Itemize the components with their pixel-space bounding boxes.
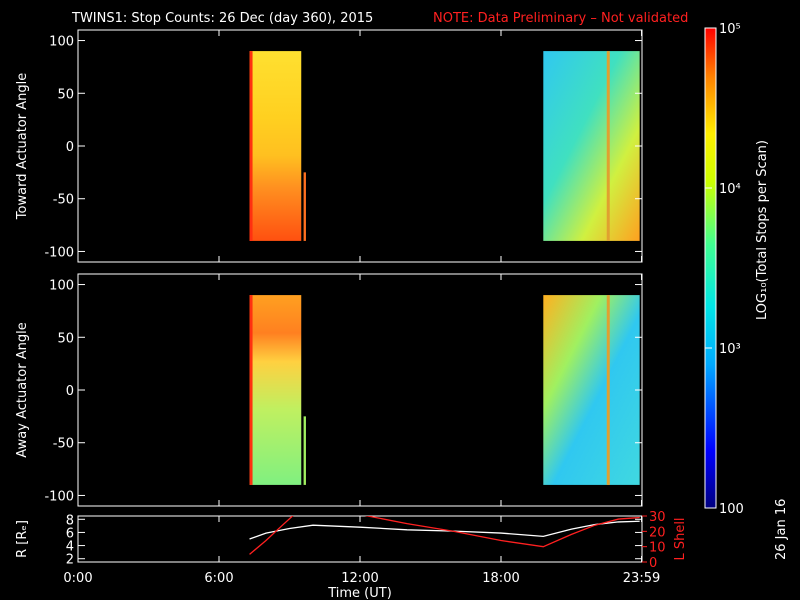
- away-ylabel: Away Actuator Angle: [15, 322, 30, 457]
- away-ytick-label: 100: [49, 279, 74, 294]
- toward-late-stripe: [606, 51, 610, 241]
- toward-data-block: [303, 172, 306, 241]
- toward-ytick-label: -100: [44, 245, 74, 260]
- orbit-ytick-label: 6: [66, 526, 74, 541]
- colorbar-ticks: 100 10³ 10⁴ 10⁵: [705, 22, 744, 517]
- toward-ytick-label: 100: [49, 35, 74, 50]
- orbit-y2tick-label: 20: [649, 525, 666, 540]
- toward-ytick-label: 0: [66, 140, 74, 155]
- toward-data-block: [249, 51, 302, 241]
- away-ytick-label: 50: [57, 331, 74, 346]
- colorbar: 100 10³ 10⁴ 10⁵ LOG₁₀(Total Stops per Scan): [704, 22, 770, 517]
- panel-toward: 100 50 0 -50 -100 Toward Actuator Angle: [15, 29, 643, 263]
- orbit-frame: [77, 515, 643, 563]
- chart-title: TWINS1: Stop Counts: 26 Dec (day 360), 2…: [71, 11, 373, 26]
- away-block-edge: [249, 295, 253, 485]
- toward-ylabel: Toward Actuator Angle: [15, 73, 30, 220]
- panel-away: 100 50 0 -50 -100 Away Actuator Angle: [15, 273, 643, 507]
- x-axis-label: Time (UT): [327, 586, 392, 600]
- orbit-y2tick-label: 30: [649, 510, 666, 525]
- x-tick-label: 0:00: [63, 571, 92, 586]
- colorbar-tick-label: 10³: [719, 342, 741, 357]
- away-data-block: [543, 295, 640, 485]
- toward-ytick-label: 50: [57, 87, 74, 102]
- x-tick-label: 23:59: [623, 571, 660, 586]
- orbit-ytick-label: 4: [66, 540, 74, 555]
- orbit-ylabel-right: L Shell: [673, 517, 688, 560]
- toward-data-block: [543, 51, 640, 241]
- away-late-stripe: [606, 295, 610, 485]
- colorbar-tick-label: 100: [719, 502, 744, 517]
- orbit-series-right: [249, 516, 640, 555]
- orbit-ylabel: R [Rₑ]: [15, 520, 30, 558]
- colorbar-tick-label: 10⁵: [719, 22, 741, 37]
- colorbar-gradient: [704, 27, 717, 509]
- preliminary-note: NOTE: Data Preliminary – Not validated: [433, 11, 688, 26]
- orbit-y2tick-label: 0: [649, 556, 657, 571]
- orbit-ytick-label: 2: [66, 553, 74, 568]
- toward-ytick-label: -50: [53, 193, 74, 208]
- away-data-block: [303, 416, 306, 485]
- orbit-ytick-label: 8: [66, 513, 74, 528]
- colorbar-label: LOG₁₀(Total Stops per Scan): [755, 140, 770, 320]
- away-ytick-label: -100: [44, 489, 74, 504]
- colorbar-tick-label: 10⁴: [719, 182, 741, 197]
- x-tick-label: 6:00: [204, 571, 233, 586]
- side-date: 26 Jan 16: [774, 499, 789, 560]
- x-tick-label: 12:00: [341, 571, 378, 586]
- away-data-block: [249, 295, 302, 485]
- away-ytick-label: 0: [66, 384, 74, 399]
- toward-block-edge: [249, 51, 253, 241]
- orbit-y2tick-label: 10: [649, 541, 666, 556]
- away-ytick-label: -50: [53, 437, 74, 452]
- x-tick-label: 18:00: [482, 571, 519, 586]
